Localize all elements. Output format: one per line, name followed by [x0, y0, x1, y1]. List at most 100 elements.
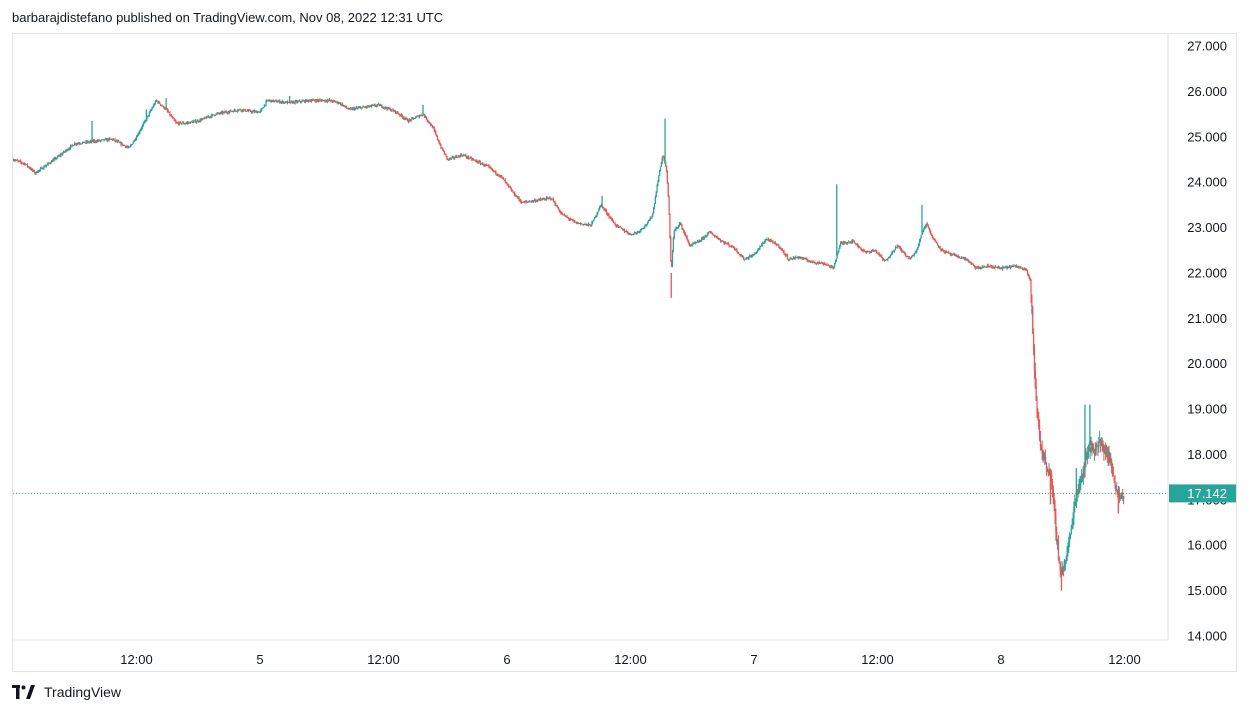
- candle-body: [627, 232, 629, 234]
- candle-body: [116, 140, 118, 142]
- candle-body: [1104, 451, 1106, 452]
- candle-body: [191, 121, 193, 123]
- candle-body: [280, 101, 283, 103]
- candle-body: [806, 259, 808, 261]
- candle-body: [202, 118, 204, 120]
- candle-body: [259, 111, 261, 113]
- candle-body: [876, 252, 879, 254]
- candle-body: [394, 110, 397, 113]
- candle-body: [442, 150, 445, 152]
- candle-body: [754, 253, 756, 255]
- candle-body: [141, 125, 144, 128]
- candle-body: [938, 246, 940, 248]
- candle-body: [901, 250, 903, 252]
- candle-body: [369, 105, 371, 107]
- candle-body: [979, 267, 982, 269]
- candle-body: [118, 141, 120, 143]
- candle-body: [458, 155, 460, 157]
- candle-body: [578, 222, 580, 225]
- candle-body: [951, 254, 953, 256]
- candle-body: [748, 257, 750, 259]
- candle-body: [948, 252, 951, 254]
- candle-body: [617, 224, 619, 226]
- candle-body: [1051, 473, 1053, 481]
- candle-body: [482, 163, 484, 166]
- candle-body: [574, 220, 576, 222]
- candle-body: [493, 170, 495, 172]
- candle-body: [682, 228, 684, 230]
- candle-body: [492, 170, 494, 172]
- candle-body: [797, 257, 800, 259]
- candle-body: [872, 250, 874, 252]
- candle-body: [171, 117, 174, 118]
- candle-body: [509, 187, 512, 189]
- candle-body: [887, 258, 889, 260]
- price-axis: 27.000 26.000 25.000 24.000 23.000 22.000 21.0…: [1187, 39, 1227, 644]
- candle-body: [83, 141, 85, 143]
- candle-body: [1002, 267, 1004, 270]
- candle-body: [711, 232, 713, 235]
- candle-body: [262, 107, 265, 109]
- candle-body: [843, 242, 845, 244]
- candle-body: [319, 100, 321, 101]
- candle-body: [198, 121, 200, 123]
- candle-body: [600, 205, 602, 206]
- candle-body: [63, 151, 66, 153]
- candle-body: [467, 156, 470, 159]
- time-tick-label: 12:00: [1108, 652, 1141, 667]
- candle-body: [404, 118, 406, 120]
- candle-body: [706, 235, 708, 237]
- candle-body: [286, 101, 289, 104]
- candle-body: [921, 232, 923, 235]
- candle-body: [977, 267, 979, 269]
- candle-body: [240, 109, 242, 111]
- candle-body: [525, 201, 527, 203]
- candle-body: [740, 255, 742, 257]
- candle-body: [734, 248, 736, 250]
- candle-body: [524, 201, 526, 203]
- candle-body: [730, 245, 732, 247]
- candle-body: [696, 241, 698, 243]
- candle-body: [976, 267, 978, 269]
- candle-body: [416, 116, 418, 118]
- candle-body: [661, 156, 663, 163]
- candle-body: [201, 119, 203, 121]
- candle-body: [913, 253, 915, 256]
- candle-body: [371, 105, 373, 107]
- candle-body: [360, 107, 362, 109]
- tradingview-logo[interactable]: TradingView: [12, 684, 121, 700]
- candle-body: [483, 165, 485, 166]
- candle-body: [556, 205, 558, 207]
- candle-body: [924, 225, 927, 228]
- candle-body: [504, 180, 506, 182]
- candle-body: [347, 108, 349, 110]
- candle-body: [167, 110, 169, 113]
- candle-body: [465, 155, 467, 157]
- candle-body: [719, 239, 722, 241]
- candle-body: [535, 200, 537, 202]
- candle-body: [147, 115, 150, 117]
- candle-body: [1068, 541, 1070, 547]
- candle-body: [784, 253, 786, 255]
- candle-body: [93, 140, 96, 142]
- candle-body: [980, 267, 982, 269]
- candle-body: [241, 109, 243, 111]
- candle-body: [546, 197, 548, 199]
- candle-body: [587, 223, 590, 225]
- candle-body: [16, 160, 18, 161]
- candle-body: [687, 239, 689, 241]
- candle-body: [411, 118, 413, 121]
- candle-body: [475, 160, 477, 162]
- candle-body: [739, 254, 741, 256]
- candle-body: [488, 165, 490, 167]
- candle-body: [14, 160, 17, 162]
- candle-body: [328, 99, 330, 101]
- candle-body: [445, 154, 447, 156]
- candle-body: [973, 265, 976, 267]
- candle-body: [502, 176, 504, 178]
- candle-body: [884, 260, 886, 262]
- candle-body: [1056, 532, 1058, 542]
- candle-body: [891, 251, 893, 255]
- candle-body: [830, 266, 832, 267]
- candles-layer: [13, 95, 1125, 591]
